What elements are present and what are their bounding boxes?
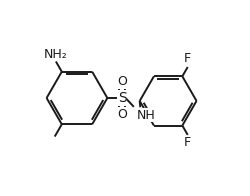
Text: NH₂: NH₂ bbox=[44, 47, 68, 61]
Text: F: F bbox=[184, 136, 191, 150]
Text: O: O bbox=[117, 108, 127, 121]
Text: NH: NH bbox=[137, 109, 156, 122]
Text: O: O bbox=[117, 75, 127, 88]
Text: S: S bbox=[118, 91, 126, 105]
Text: F: F bbox=[184, 52, 191, 65]
